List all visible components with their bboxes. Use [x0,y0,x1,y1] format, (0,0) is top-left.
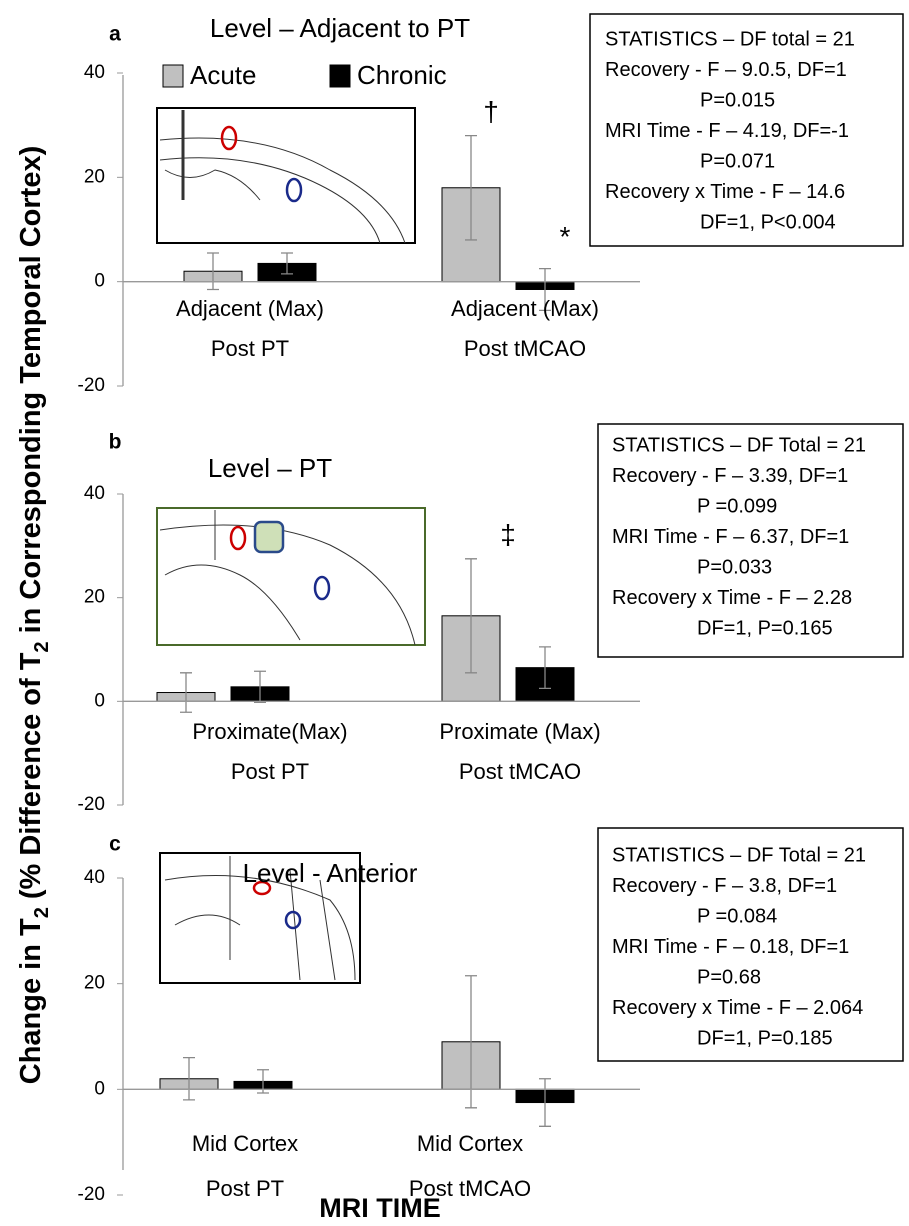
error-bar [281,252,293,275]
stats-line: Recovery x Time - F – 2.064 [612,997,863,1019]
group-label: Post tMCAO [464,336,586,361]
annotation: ‡ [500,519,516,550]
annotation: † [483,96,499,127]
stats-line: P=0.071 [700,150,775,172]
y-tick-label: 40 [84,62,105,83]
stats-line: Recovery x Time - F – 2.28 [612,587,852,609]
chart-title: Level - Anterior [243,858,418,888]
group-label: Post tMCAO [459,759,581,784]
y-tick-label: 0 [94,690,105,711]
y-tick-label: 40 [84,483,105,504]
stats-line: Recovery x Time - F – 14.6 [605,181,845,203]
y-tick-label: 0 [94,1078,105,1099]
y-label-part: Change in T [15,918,47,1084]
inset-b [156,507,426,646]
stats-line: STATISTICS – DF Total = 21 [612,434,866,456]
inset-c [159,852,361,984]
y-label-part: in Corresponding Temporal Cortex) [15,146,47,642]
y-tick-label: 40 [84,867,105,888]
x-tick-label: Mid Cortex [417,1131,523,1156]
stats-line: DF=1, P=0.185 [697,1027,833,1049]
legend-label: Acute [190,60,257,90]
y-axis-label: Change in T2 (% Difference of T2 in Corr… [15,146,54,1085]
chart-title: Level – Adjacent to PT [210,13,470,43]
error-bar [465,558,477,674]
stats-line: P=0.033 [697,556,772,578]
stats-line: Recovery - F – 3.8, DF=1 [612,875,837,897]
legend-swatch [329,64,351,88]
y-tick-label: -20 [78,375,105,396]
group-label: Post tMCAO [409,1176,531,1201]
error-bar [539,267,551,312]
legend-swatch [162,64,184,88]
error-bar [207,252,219,291]
panel-label: c [109,833,121,856]
stats-box [597,423,904,658]
legend-label: Chronic [357,60,447,90]
stats-line: MRI Time - F – 0.18, DF=1 [612,936,849,958]
x-tick-label: Proximate(Max) [192,719,347,744]
y-label-sub: 2 [31,641,53,652]
stats-box [597,827,904,1062]
error-bar [465,134,477,241]
stats-line: DF=1, P=0.165 [697,617,833,639]
x-tick-label: Mid Cortex [192,1131,298,1156]
stats-line: DF=1, P<0.004 [700,211,836,233]
x-tick-label: Adjacent (Max) [451,296,599,321]
chart-title: Level – PT [208,453,332,483]
x-tick-label: Proximate (Max) [439,719,600,744]
error-bar [465,975,477,1109]
panel-label: b [109,431,122,454]
stats-line: Recovery - F – 9.0.5, DF=1 [605,59,847,81]
y-tick-label: 0 [94,271,105,292]
error-bar [180,672,192,713]
error-bar [254,670,266,704]
stats-line: STATISTICS – DF total = 21 [605,28,855,50]
stats-line: P=0.015 [700,89,775,111]
stats-line: P=0.68 [697,966,761,988]
error-bar [539,1078,551,1127]
y-label-part: (% Difference of T [15,652,47,907]
y-tick-label: -20 [78,794,105,815]
error-bar [539,646,551,690]
y-tick-label: -20 [78,1184,105,1205]
annotation: * [560,221,571,252]
y-tick-label: 20 [84,166,105,187]
inset-a [156,107,416,244]
stats-line: STATISTICS – DF Total = 21 [612,844,866,866]
stats-line: P =0.099 [697,495,777,517]
group-label: Post PT [211,336,289,361]
error-bar [183,1056,195,1101]
stats-box [589,13,904,247]
x-axis-label: MRI TIME [319,1193,441,1223]
y-tick-label: 20 [84,973,105,994]
stats-line: Recovery - F – 3.39, DF=1 [612,465,848,487]
stats-line: MRI Time - F – 6.37, DF=1 [612,526,849,548]
y-tick-label: 20 [84,587,105,608]
y-label-sub: 2 [31,907,53,918]
stats-line: P =0.084 [697,905,777,927]
stats-line: MRI Time - F – 4.19, DF=-1 [605,120,849,142]
group-label: Post PT [206,1176,284,1201]
group-label: Post PT [231,759,309,784]
x-tick-label: Adjacent (Max) [176,296,324,321]
panel-label: a [109,23,121,46]
